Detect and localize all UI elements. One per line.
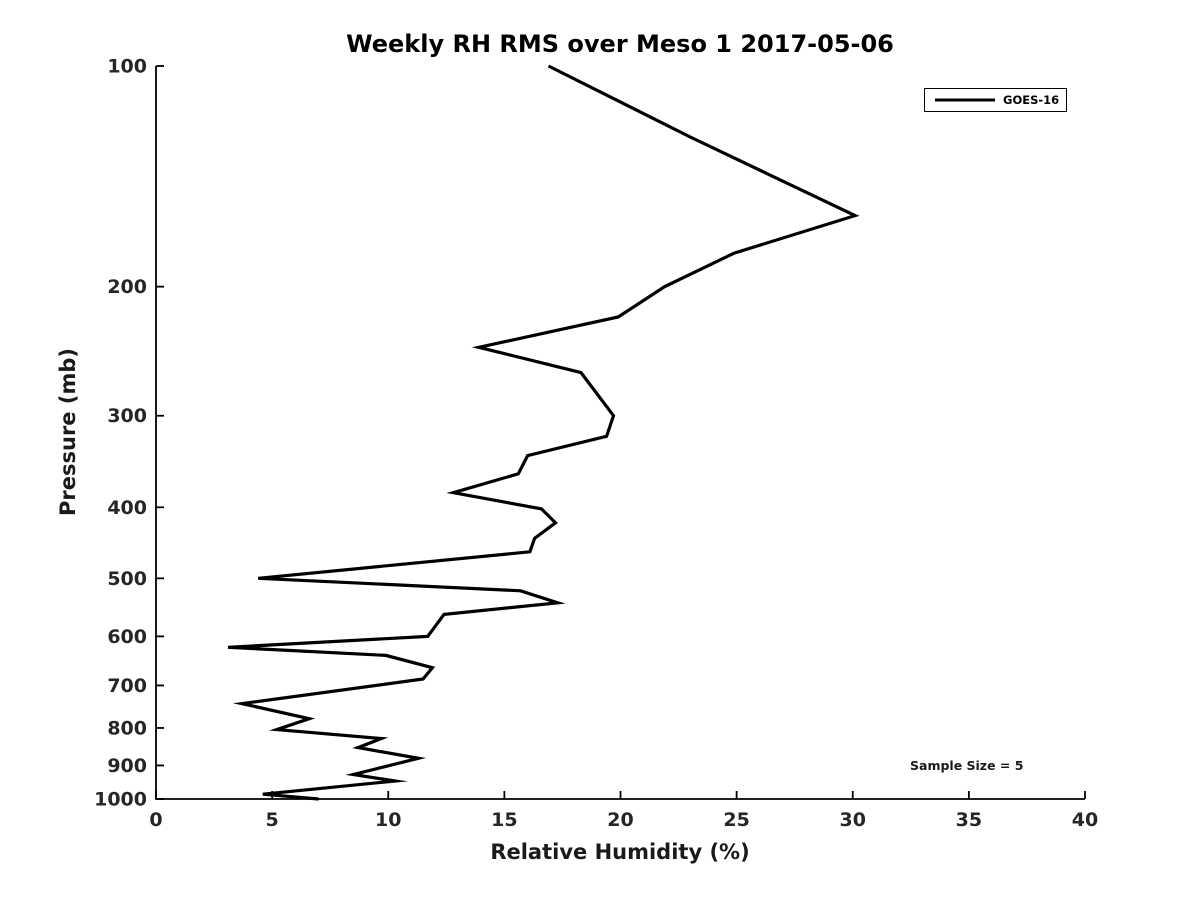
sample-size-annotation: Sample Size = 5 <box>910 758 1023 773</box>
axes: 0 5 10 15 20 25 30 35 40 100 200 300 400 500 600 700 800… <box>94 56 1098 832</box>
x-tick-label: 15 <box>491 809 517 831</box>
x-tick-label: 40 <box>1072 809 1098 831</box>
y-tick-label: 600 <box>107 626 147 648</box>
y-tick-label: 100 <box>107 56 147 78</box>
y-tick-label: 300 <box>107 405 147 427</box>
y-tick-label: 200 <box>107 276 147 298</box>
legend-box <box>924 88 1067 112</box>
x-axis-label: Relative Humidity (%) <box>490 840 749 864</box>
y-tick-label: 400 <box>107 497 147 519</box>
x-tick-label: 10 <box>375 809 401 831</box>
x-tick-label: 25 <box>723 809 749 831</box>
x-tick-label: 35 <box>956 809 982 831</box>
axis-spines <box>155 66 1085 800</box>
x-tick-label: 20 <box>607 809 633 831</box>
y-tick-label: 1000 <box>94 789 147 811</box>
y-axis-label: Pressure (mb) <box>56 348 80 516</box>
y-tick-label: 900 <box>107 755 147 777</box>
series-line-goes-16 <box>227 64 860 801</box>
legend-label: GOES-16 <box>1003 93 1059 107</box>
y-tick-label: 500 <box>107 568 147 590</box>
y-tick-label: 800 <box>107 717 147 739</box>
x-tick-label: 5 <box>266 809 279 831</box>
x-tick-label: 30 <box>840 809 866 831</box>
data-series-layer <box>227 64 860 801</box>
chart-title: Weekly RH RMS over Meso 1 2017-05-06 <box>346 30 894 58</box>
x-tick-label: 0 <box>149 809 162 831</box>
legend: GOES-16 <box>924 88 1067 112</box>
y-tick-label: 700 <box>107 675 147 697</box>
